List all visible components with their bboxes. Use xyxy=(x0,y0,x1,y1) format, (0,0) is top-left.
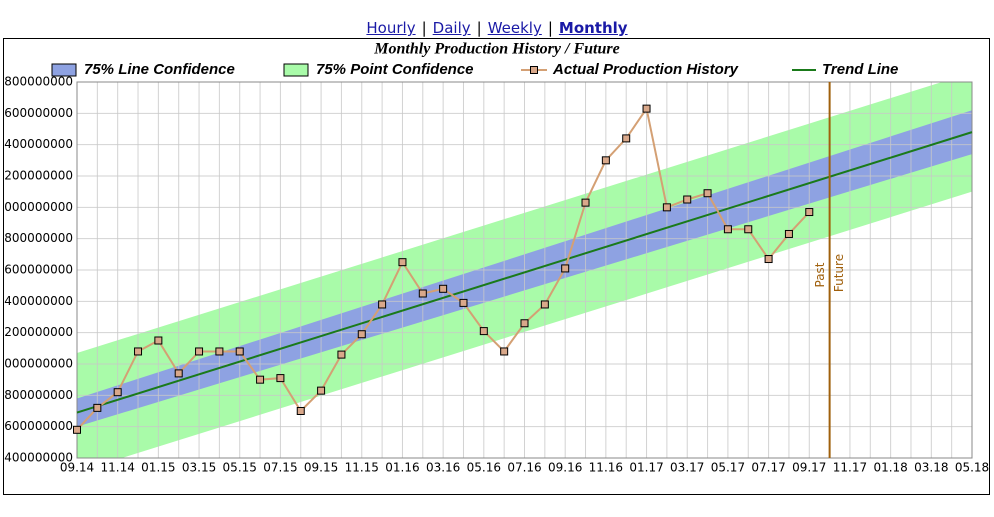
divider-label: Past xyxy=(813,262,827,287)
data-point xyxy=(154,336,163,345)
y-tick-label: 800000000 xyxy=(4,231,73,245)
data-point xyxy=(276,374,285,383)
data-point xyxy=(113,388,122,397)
y-tick-label: 800000000 xyxy=(4,388,73,402)
data-point xyxy=(256,375,265,384)
data-point xyxy=(174,369,183,378)
x-tick-label: 11.14 xyxy=(101,461,135,475)
data-point xyxy=(93,403,102,412)
data-point xyxy=(520,319,529,328)
data-point xyxy=(764,255,773,264)
y-tick-label: 600000000 xyxy=(4,263,73,277)
x-tick-label: 05.18 xyxy=(955,461,989,475)
y-tick-label: 000000000 xyxy=(4,357,73,371)
y-tick-label: 800000000 xyxy=(4,75,73,89)
legend-label: 75% Line Confidence xyxy=(84,61,235,78)
data-point xyxy=(784,229,793,238)
data-point xyxy=(357,330,366,339)
x-tick-label: 09.15 xyxy=(304,461,338,475)
data-point xyxy=(398,258,407,267)
x-tick-label: 07.17 xyxy=(751,461,785,475)
x-tick-label: 01.16 xyxy=(385,461,419,475)
x-tick-label: 01.15 xyxy=(141,461,175,475)
divider-label: Future xyxy=(832,254,846,292)
x-tick-label: 01.17 xyxy=(629,461,663,475)
data-point xyxy=(723,225,732,234)
trend-line xyxy=(76,131,973,414)
data-point xyxy=(317,386,326,395)
nav-separator: | xyxy=(476,19,482,37)
data-point xyxy=(73,425,81,434)
nav-link[interactable]: Daily xyxy=(432,19,471,37)
data-point xyxy=(459,298,468,307)
x-tick-label: 07.16 xyxy=(507,461,541,475)
plot-border xyxy=(76,81,973,459)
data-point xyxy=(337,350,346,359)
y-tick-label: 200000000 xyxy=(4,169,73,183)
x-tick-label: 09.16 xyxy=(548,461,582,475)
x-tick-label: 05.15 xyxy=(223,461,257,475)
y-tick-label: 400000000 xyxy=(4,451,73,465)
x-tick-label: 03.17 xyxy=(670,461,704,475)
legend-marker xyxy=(530,66,538,74)
y-tick-label: 000000000 xyxy=(4,200,73,214)
y-tick-label: 200000000 xyxy=(4,325,73,339)
data-point xyxy=(418,289,427,298)
y-tick-label: 400000000 xyxy=(4,137,73,151)
legend-swatch xyxy=(51,63,77,77)
nav-bar: Hourly | Daily | Weekly | Monthly xyxy=(0,19,994,37)
data-point xyxy=(439,284,448,293)
data-point xyxy=(581,198,590,207)
data-point xyxy=(662,203,671,212)
nav-link[interactable]: Hourly xyxy=(366,19,416,37)
data-point xyxy=(378,300,387,309)
chart-title: Monthly Production History / Future xyxy=(373,41,619,58)
legend-label: Actual Production History xyxy=(552,61,739,78)
x-tick-label: 03.18 xyxy=(914,461,948,475)
x-tick-label: 09.17 xyxy=(792,461,826,475)
data-point xyxy=(215,347,224,356)
legend-swatch xyxy=(283,63,309,77)
data-point xyxy=(805,208,814,217)
data-point xyxy=(134,347,143,356)
y-tick-label: 400000000 xyxy=(4,294,73,308)
data-point xyxy=(540,300,549,309)
data-point xyxy=(296,407,305,415)
y-tick-label: 600000000 xyxy=(4,419,73,433)
nav-link[interactable]: Weekly xyxy=(487,19,542,37)
data-point xyxy=(235,347,244,356)
data-point xyxy=(703,189,712,198)
nav-separator: | xyxy=(547,19,553,37)
x-tick-label: 01.18 xyxy=(873,461,907,475)
x-tick-label: 05.16 xyxy=(467,461,501,475)
x-tick-label: 11.16 xyxy=(589,461,623,475)
x-tick-label: 11.17 xyxy=(833,461,867,475)
data-point xyxy=(561,264,570,273)
data-point xyxy=(744,225,753,234)
data-point xyxy=(622,134,631,143)
x-tick-label: 03.16 xyxy=(426,461,460,475)
data-point xyxy=(500,347,509,356)
legend-label: Trend Line xyxy=(822,61,898,78)
data-point xyxy=(195,347,204,356)
data-point xyxy=(683,195,692,204)
x-tick-label: 11.15 xyxy=(345,461,379,475)
y-tick-label: 600000000 xyxy=(4,106,73,120)
legend-label: 75% Point Confidence xyxy=(316,61,474,78)
x-tick-label: 09.14 xyxy=(60,461,94,475)
data-point xyxy=(601,156,610,165)
data-point xyxy=(479,327,488,336)
x-tick-label: 07.15 xyxy=(263,461,297,475)
x-tick-label: 05.17 xyxy=(711,461,745,475)
nav-separator: | xyxy=(421,19,427,37)
data-point xyxy=(642,104,651,113)
x-tick-label: 03.15 xyxy=(182,461,216,475)
nav-link[interactable]: Monthly xyxy=(558,19,628,37)
